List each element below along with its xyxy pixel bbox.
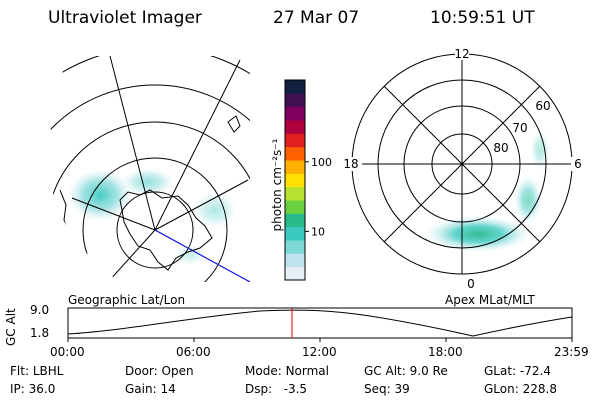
- mlat-label-60: 60: [535, 99, 550, 113]
- date-label: 27 Mar 07: [273, 8, 360, 28]
- time-label: 10:59:51 UT: [430, 8, 535, 28]
- colorbar-segment: [285, 266, 305, 281]
- geographic-map: [49, 56, 250, 282]
- colorbar-segment: [285, 186, 305, 201]
- mlat-label-80: 80: [493, 141, 508, 155]
- footer-glat: GLat: -72.4: [484, 364, 551, 378]
- mlt-label-top: 12: [454, 47, 469, 61]
- antarctica-coastline: [119, 189, 213, 271]
- footer-gc-alt: GC Alt: 9.0 Re: [364, 364, 448, 378]
- colorbar-segment: [285, 120, 305, 134]
- mlt-label-bottom: 0: [467, 277, 475, 291]
- colorbar-segment: [285, 80, 305, 94]
- altitude-curve: [67, 309, 573, 337]
- aurora-oval-bottom: [426, 216, 530, 252]
- mlt-label-right: 6: [574, 157, 582, 171]
- longitude-lines: [71, 56, 250, 282]
- right-plot-caption: Apex MLat/MLT: [445, 293, 535, 307]
- altitude-xtick-3: 18:00: [428, 345, 463, 359]
- colorbar-segment: [285, 213, 305, 228]
- colorbar-segment: [285, 106, 305, 121]
- colorbar-segment: [285, 253, 305, 268]
- altitude-plot-frame: [67, 307, 573, 339]
- footer-ip: IP: 36.0: [10, 382, 56, 396]
- altitude-xtick-4: 23:59: [554, 345, 589, 359]
- altitude-plot: [67, 307, 573, 342]
- colorbar-unit-label: photon cm⁻²s⁻¹: [270, 138, 284, 232]
- aurora-oval-right: [514, 176, 542, 224]
- instrument-title: Ultraviolet Imager: [48, 8, 202, 28]
- colorbar-tick-label: 100: [311, 156, 332, 169]
- altitude-ylabel: GC Alt: [4, 308, 18, 346]
- colorbar-tick-label: 10: [311, 225, 325, 238]
- colorbar-segment: [285, 226, 305, 241]
- colorbar-segment: [285, 240, 305, 254]
- colorbar: 100 10: [284, 79, 332, 281]
- colorbar-segment: [285, 160, 305, 174]
- altitude-x-ticks: [67, 338, 573, 342]
- colorbar-segment: [285, 93, 305, 108]
- colorbar-segment: [285, 200, 305, 214]
- aurora-oval-upper: [530, 130, 550, 170]
- altitude-xtick-2: 12:00: [302, 345, 337, 359]
- aurora-glow-left-2: [122, 168, 174, 196]
- left-map-caption: Geographic Lat/Lon: [68, 293, 186, 307]
- mlt-spokes: [352, 54, 572, 274]
- colorbar-segment: [285, 173, 305, 188]
- terminator-line: [154, 229, 250, 282]
- aurora-glow-left-1: [68, 169, 132, 221]
- island-coastline: [227, 115, 241, 133]
- altitude-ytick-low: 1.8: [30, 326, 50, 340]
- colorbar-frame: [284, 79, 306, 281]
- footer-glon: GLon: 228.8: [484, 382, 557, 396]
- colorbar-segment: [285, 146, 305, 161]
- altitude-ytick-high: 9.0: [30, 303, 50, 317]
- aurora-glow-left-4: [174, 245, 206, 265]
- latitude-circles: [49, 56, 250, 282]
- footer-gain: Gain: 14: [125, 382, 176, 396]
- footer-seq: Seq: 39: [364, 382, 410, 396]
- footer-door: Door: Open: [125, 364, 194, 378]
- colorbar-segment: [285, 133, 305, 148]
- altitude-xtick-1: 06:00: [176, 345, 211, 359]
- mlt-label-left: 18: [343, 157, 358, 171]
- mlat-label-70: 70: [512, 121, 527, 135]
- footer-mode: Mode: Normal: [245, 364, 329, 378]
- altitude-xtick-0: 00:00: [50, 345, 85, 359]
- footer-flt: Flt: LBHL: [10, 364, 64, 378]
- polar-plot: 12 6 0 18 60 70 80: [340, 47, 585, 291]
- footer-dsp: Dsp: -3.5: [245, 382, 308, 396]
